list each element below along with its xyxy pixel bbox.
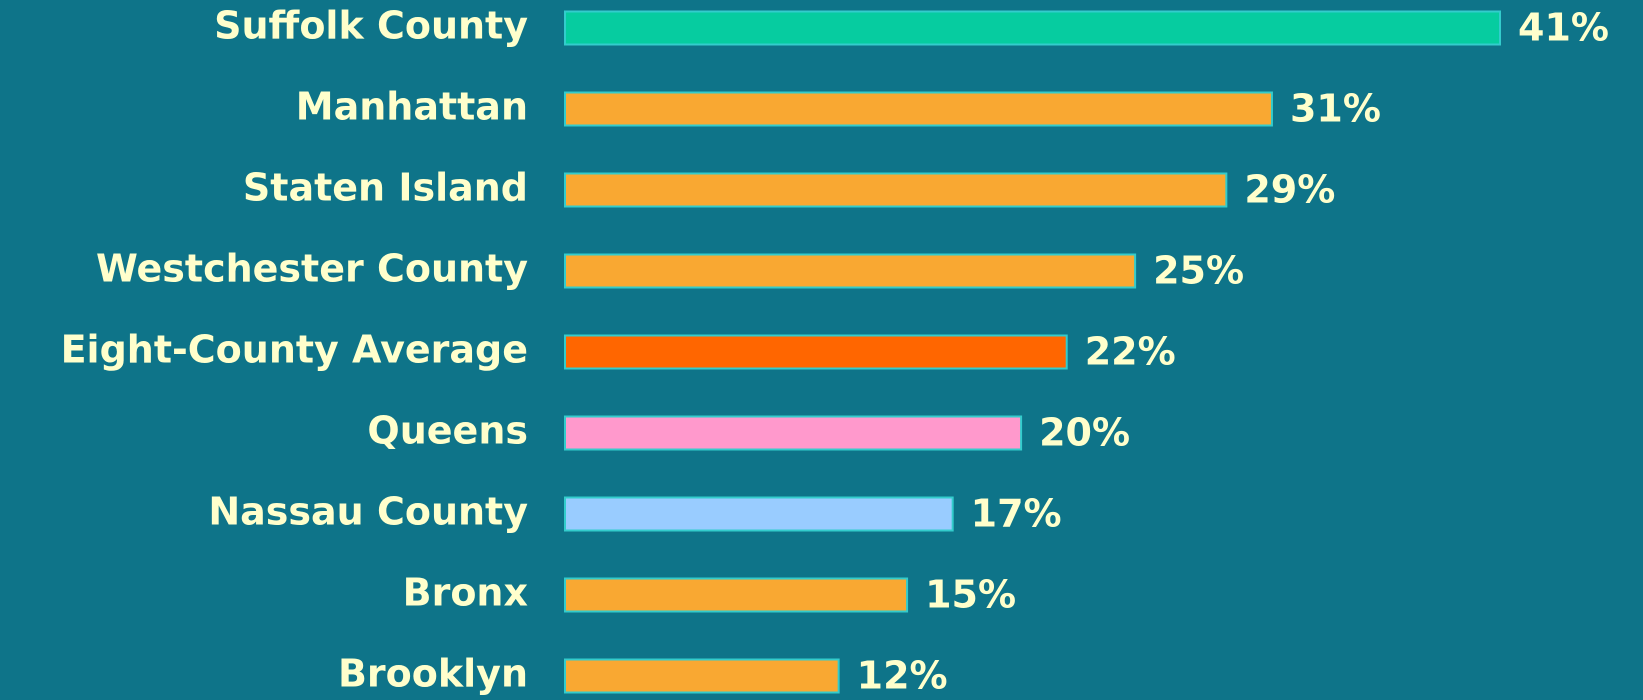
category-label: Westchester County (96, 247, 528, 291)
category-label: Eight-County Average (61, 328, 528, 372)
category-label: Bronx (403, 571, 528, 615)
bar (564, 577, 909, 613)
category-label: Manhattan (296, 85, 528, 129)
category-label: Queens (367, 409, 528, 453)
bar (564, 10, 1501, 46)
value-label: 22% (1085, 330, 1176, 374)
bar (564, 496, 954, 532)
category-label: Brooklyn (338, 652, 528, 696)
value-label: 25% (1153, 249, 1244, 293)
value-label: 31% (1290, 87, 1381, 131)
bar (564, 334, 1068, 370)
category-label: Suffolk County (214, 4, 528, 48)
value-label: 17% (971, 492, 1062, 536)
bar (564, 91, 1273, 127)
bar (564, 415, 1023, 451)
category-label: Staten Island (243, 166, 528, 210)
value-label: 29% (1244, 168, 1335, 212)
value-label: 12% (857, 654, 948, 698)
bar (564, 253, 1137, 289)
bar (564, 172, 1228, 208)
value-label: 41% (1518, 6, 1609, 50)
value-label: 20% (1039, 411, 1130, 455)
category-label: Nassau County (208, 490, 528, 534)
bar (564, 658, 840, 694)
value-label: 15% (925, 573, 1016, 617)
